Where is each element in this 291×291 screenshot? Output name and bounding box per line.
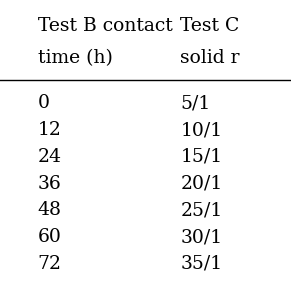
Text: Test C: Test C xyxy=(180,17,240,35)
Text: 36: 36 xyxy=(38,175,62,193)
Text: 72: 72 xyxy=(38,255,62,273)
Text: 0: 0 xyxy=(38,94,50,112)
Text: 24: 24 xyxy=(38,148,62,166)
Text: 25/1: 25/1 xyxy=(180,201,223,219)
Text: 30/1: 30/1 xyxy=(180,228,223,246)
Text: 15/1: 15/1 xyxy=(180,148,223,166)
Text: 5/1: 5/1 xyxy=(180,94,211,112)
Text: 20/1: 20/1 xyxy=(180,175,223,193)
Text: 48: 48 xyxy=(38,201,62,219)
Text: solid r: solid r xyxy=(180,49,240,67)
Text: 10/1: 10/1 xyxy=(180,121,223,139)
Text: 35/1: 35/1 xyxy=(180,255,223,273)
Text: 12: 12 xyxy=(38,121,62,139)
Text: Test B contact: Test B contact xyxy=(38,17,173,35)
Text: time (h): time (h) xyxy=(38,49,113,67)
Text: 60: 60 xyxy=(38,228,62,246)
